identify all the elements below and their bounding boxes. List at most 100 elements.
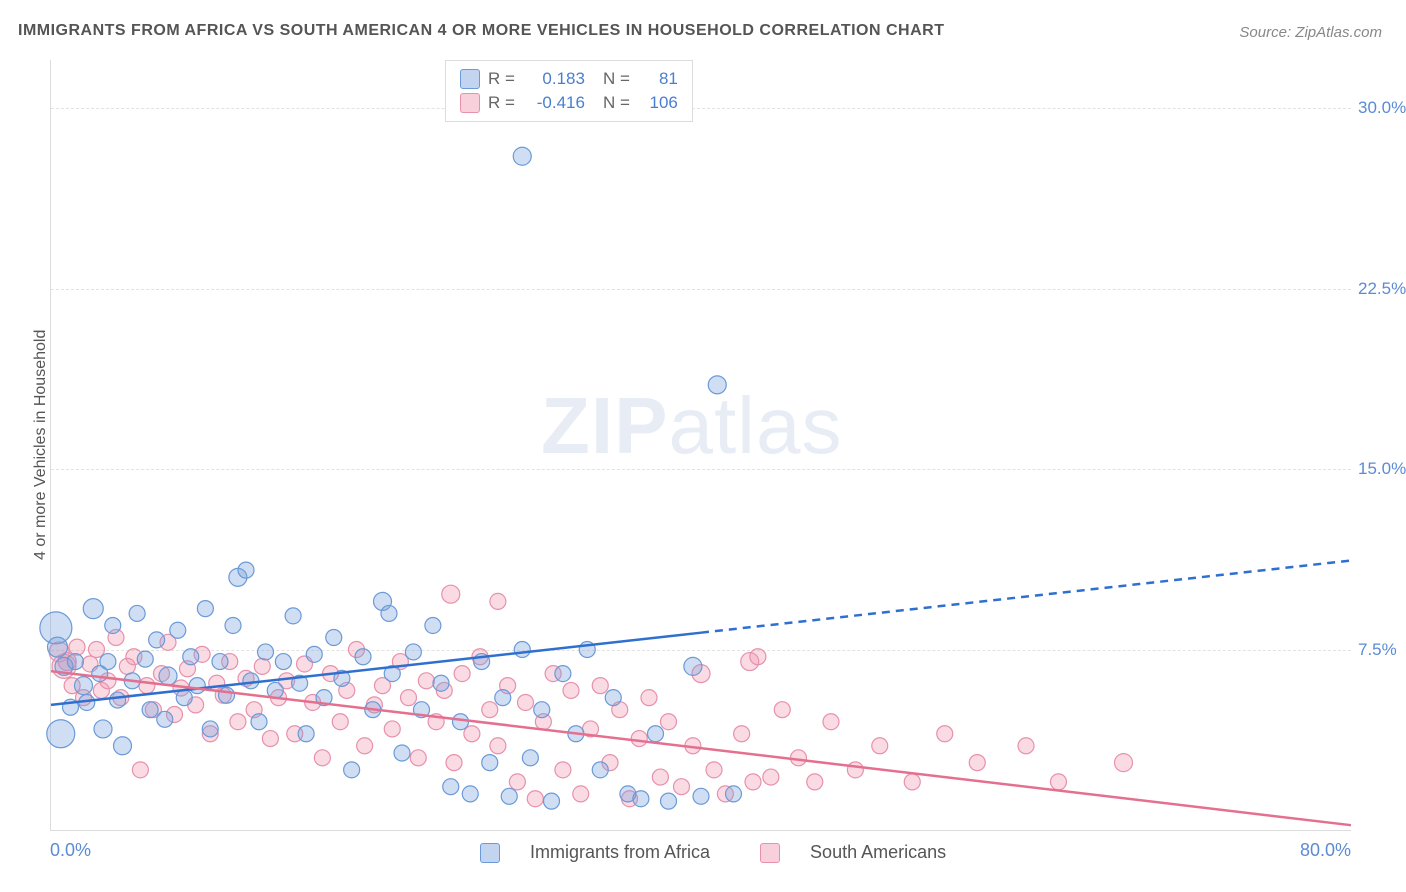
africa-point <box>47 720 75 748</box>
africa-point <box>176 690 192 706</box>
sa-point <box>418 673 434 689</box>
sa-point <box>1115 754 1133 772</box>
africa-point <box>326 630 342 646</box>
sa-point <box>763 769 779 785</box>
sa-point <box>89 642 105 658</box>
africa-point <box>443 779 459 795</box>
africa-point <box>394 745 410 761</box>
africa-point <box>555 666 571 682</box>
sa-point <box>631 731 647 747</box>
africa-point <box>170 622 186 638</box>
africa-point <box>183 649 199 665</box>
sa-point <box>641 690 657 706</box>
sa-point <box>490 593 506 609</box>
africa-point <box>605 690 621 706</box>
sa-point <box>454 666 470 682</box>
africa-point <box>105 617 121 633</box>
sa-point <box>262 731 278 747</box>
sa-point <box>230 714 246 730</box>
sa-point <box>555 762 571 778</box>
trendline-africa-dashed <box>701 561 1351 633</box>
sa-point <box>490 738 506 754</box>
africa-point <box>482 755 498 771</box>
sa-point <box>509 774 525 790</box>
sa-point <box>410 750 426 766</box>
africa-point <box>157 711 173 727</box>
sa-point <box>518 694 534 710</box>
sa-point <box>674 779 690 795</box>
africa-point <box>197 601 213 617</box>
sa-point <box>661 714 677 730</box>
sa-point <box>745 774 761 790</box>
y-tick-label: 7.5% <box>1358 640 1397 660</box>
sa-point <box>969 755 985 771</box>
swatch-africa-bottom <box>480 843 500 863</box>
swatch-sa <box>460 93 480 113</box>
r-value-sa: -0.416 <box>523 91 585 115</box>
africa-point <box>285 608 301 624</box>
sa-point <box>464 726 480 742</box>
n-value-africa: 81 <box>638 67 678 91</box>
sa-point <box>139 678 155 694</box>
swatch-sa-bottom <box>760 843 780 863</box>
africa-point <box>258 644 274 660</box>
sa-point <box>401 690 417 706</box>
africa-point <box>48 637 68 657</box>
sa-point <box>573 786 589 802</box>
y-axis-label: 4 or more Vehicles in Household <box>32 330 50 560</box>
sa-point <box>527 791 543 807</box>
swatch-africa <box>460 69 480 89</box>
sa-point <box>357 738 373 754</box>
africa-point <box>212 654 228 670</box>
africa-point <box>453 714 469 730</box>
stats-legend: R = 0.183 N = 81 R = -0.416 N = 106 <box>445 60 693 122</box>
sa-point <box>872 738 888 754</box>
sa-point <box>442 585 460 603</box>
chart-title: IMMIGRANTS FROM AFRICA VS SOUTH AMERICAN… <box>18 22 944 40</box>
africa-point <box>648 726 664 742</box>
africa-point <box>514 642 530 658</box>
sa-point <box>823 714 839 730</box>
africa-point <box>544 793 560 809</box>
sa-point <box>384 721 400 737</box>
stats-legend-row-africa: R = 0.183 N = 81 <box>460 67 678 91</box>
africa-point <box>495 690 511 706</box>
sa-point <box>69 639 85 655</box>
y-tick-label: 15.0% <box>1358 459 1406 479</box>
r-label2: R = <box>488 91 515 115</box>
africa-point <box>534 702 550 718</box>
source-value: ZipAtlas.com <box>1295 24 1382 41</box>
africa-point <box>592 762 608 778</box>
sa-point <box>706 762 722 778</box>
africa-point <box>110 692 126 708</box>
africa-point <box>513 147 531 165</box>
sa-point <box>1051 774 1067 790</box>
africa-point <box>433 675 449 691</box>
africa-point <box>202 721 218 737</box>
plot-area: ZIPatlas <box>50 60 1351 831</box>
africa-point <box>633 791 649 807</box>
legend-label-sa: South Americans <box>810 842 946 863</box>
sa-point <box>314 750 330 766</box>
n-label: N = <box>603 67 630 91</box>
africa-point <box>425 617 441 633</box>
africa-point <box>501 788 517 804</box>
africa-point <box>114 737 132 755</box>
africa-point <box>67 654 83 670</box>
r-label: R = <box>488 67 515 91</box>
sa-point <box>750 649 766 665</box>
sa-point <box>904 774 920 790</box>
sa-point <box>807 774 823 790</box>
x-tick-label: 80.0% <box>1300 840 1351 861</box>
sa-point <box>774 702 790 718</box>
y-tick-label: 30.0% <box>1358 98 1406 118</box>
africa-point <box>75 677 93 695</box>
sa-point <box>734 726 750 742</box>
stats-legend-row-sa: R = -0.416 N = 106 <box>460 91 678 115</box>
africa-point <box>381 605 397 621</box>
sa-point <box>937 726 953 742</box>
africa-point <box>661 793 677 809</box>
africa-point <box>298 726 314 742</box>
y-tick-label: 22.5% <box>1358 279 1406 299</box>
africa-point <box>462 786 478 802</box>
